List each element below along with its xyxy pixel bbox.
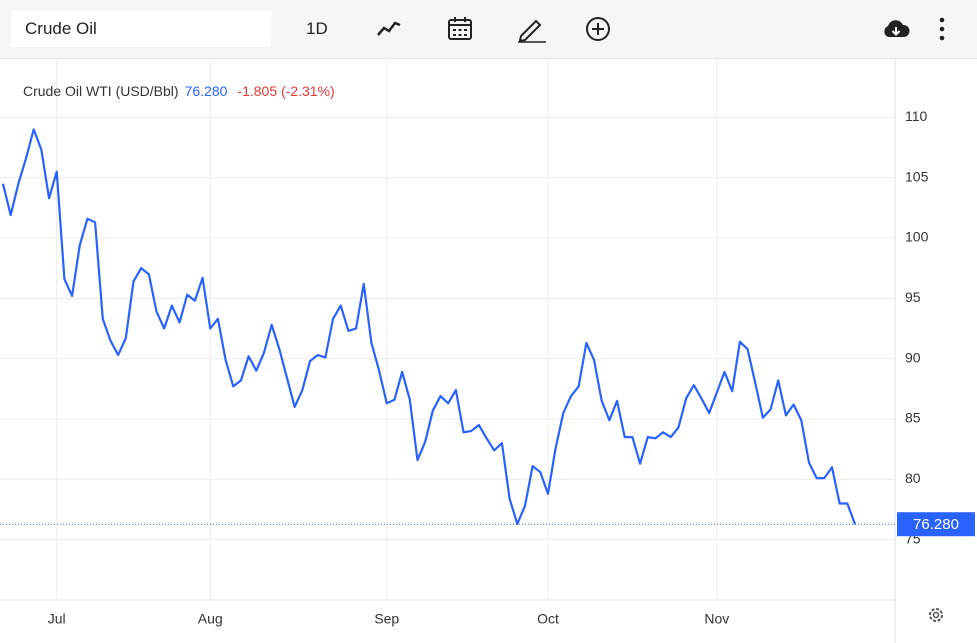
y-tick-label: 85 [905, 410, 921, 426]
price-change: -1.805 (-2.31%) [237, 83, 334, 99]
x-tick-label: Sep [374, 611, 399, 627]
last-price-tag-label: 76.280 [913, 516, 959, 533]
x-tick-label: Jul [48, 611, 66, 627]
price-line [1, 128, 857, 526]
add-button[interactable] [584, 15, 612, 43]
interval-button[interactable]: 1D [306, 19, 328, 38]
chart-title: Crude Oil WTI (USD/Bbl) 76.280 -1.805 (-2.… [23, 83, 335, 99]
x-tick-label: Oct [537, 611, 559, 627]
search-input[interactable]: Crude Oil [11, 11, 271, 47]
title: Crude Oil WTI (USD/Bbl) [23, 83, 179, 99]
x-tick-label: Aug [198, 611, 223, 627]
last-price-tag [897, 512, 975, 537]
download-button[interactable] [881, 15, 911, 43]
last-price: 76.280 [185, 83, 228, 99]
y-tick-label: 105 [905, 168, 929, 184]
y-tick-label: 100 [905, 229, 929, 245]
draw-button[interactable] [516, 15, 548, 43]
settings-button[interactable] [929, 608, 943, 622]
menu-button[interactable] [934, 15, 950, 43]
y-tick-label: 110 [905, 108, 928, 124]
y-tick-label: 90 [905, 349, 921, 365]
chart-type-button[interactable] [375, 15, 403, 43]
y-tick-label: 80 [905, 470, 921, 486]
calendar-button[interactable] [446, 15, 474, 43]
toolbar: Crude Oil 1D [0, 0, 977, 59]
y-tick-label: 95 [905, 289, 921, 305]
x-tick-label: Nov [704, 611, 729, 627]
